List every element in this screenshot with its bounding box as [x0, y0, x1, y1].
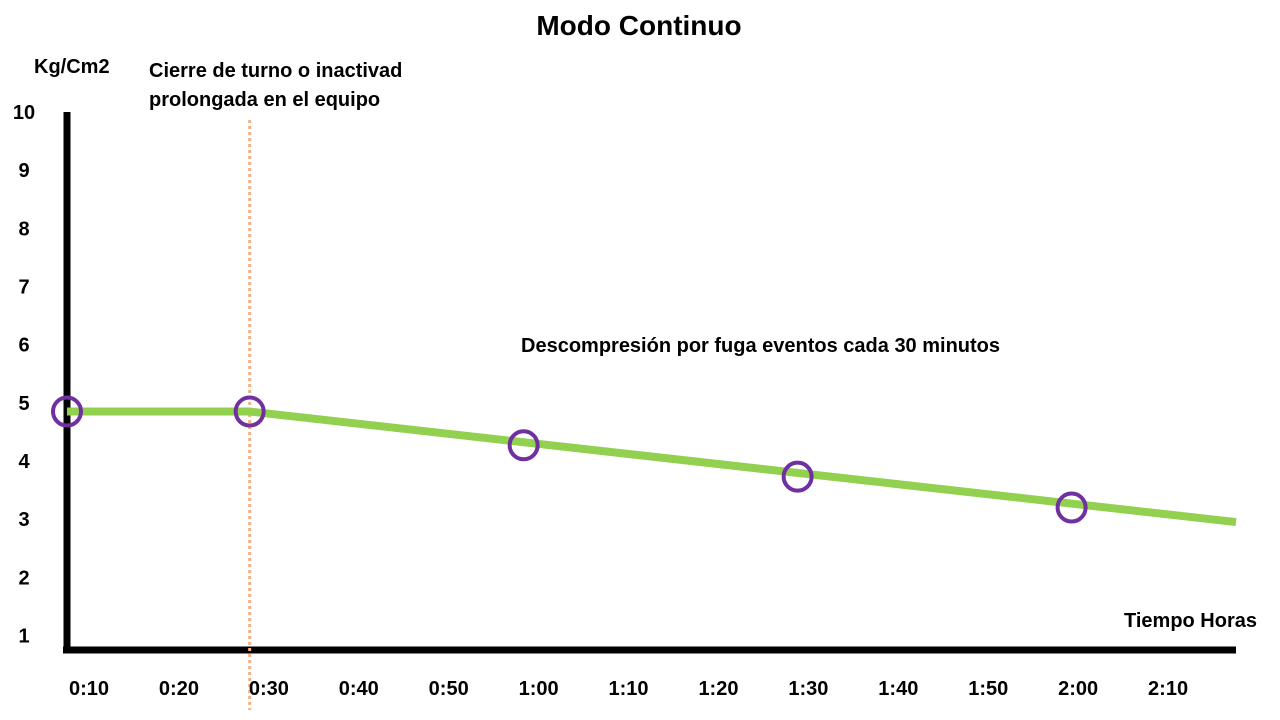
x-tick-label: 1:40 [878, 678, 918, 700]
x-tick-label: 1:50 [968, 678, 1008, 700]
pressure-line [67, 407, 1237, 527]
y-tick-label: 2 [18, 567, 29, 589]
y-tick-label: 7 [18, 276, 29, 298]
y-tick-label: 3 [18, 509, 29, 531]
event-marker-point [507, 429, 540, 462]
x-axis-label: Tiempo Horas [1124, 610, 1257, 632]
x-tick-label: 0:10 [69, 678, 109, 700]
x-tick-label: 2:00 [1058, 678, 1098, 700]
x-tick-label: 0:30 [249, 678, 289, 700]
y-tick-label: 9 [18, 160, 29, 182]
y-tick-labels: 1 2 3 4 5 6 7 8 9 10 [13, 102, 35, 647]
event-marker-point [1055, 491, 1088, 524]
x-tick-label: 0:40 [339, 678, 379, 700]
marker-group [51, 395, 1088, 524]
x-tick-label: 0:50 [429, 678, 469, 700]
event-marker-point [233, 395, 266, 428]
y-tick-label: 1 [18, 625, 29, 647]
event-annotation-line-2: prolongada en el equipo [149, 89, 380, 111]
y-tick-label: 8 [18, 218, 29, 240]
y-tick-label: 6 [18, 335, 29, 357]
y-tick-label: 5 [18, 393, 29, 415]
x-tick-label: 1:30 [788, 678, 828, 700]
x-tick-label: 1:20 [698, 678, 738, 700]
chart-title: Modo Continuo [536, 10, 741, 41]
event-annotation-line-1: Cierre de turno o inactivad [149, 60, 402, 82]
y-tick-label: 10 [13, 102, 35, 124]
x-tick-label: 2:10 [1148, 678, 1188, 700]
x-tick-label: 1:10 [609, 678, 649, 700]
event-marker-point [781, 460, 814, 493]
series-group [67, 407, 1237, 527]
y-axis-label: Kg/Cm2 [34, 56, 110, 78]
x-tick-labels: 0:10 0:20 0:30 0:40 0:50 1:00 1:10 1:20 1:30 1:40… [69, 678, 1188, 700]
x-tick-label: 0:20 [159, 678, 199, 700]
event-marker-point [51, 395, 83, 428]
x-tick-label: 1:00 [519, 678, 559, 700]
decompression-annotation: Descompresión por fuga eventos cada 30 m… [521, 335, 1000, 357]
y-tick-label: 4 [18, 451, 30, 473]
